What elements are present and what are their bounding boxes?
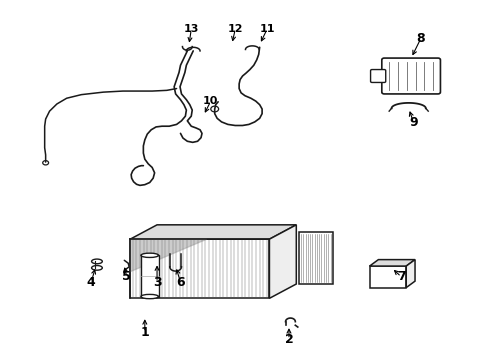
Polygon shape <box>130 239 207 272</box>
Polygon shape <box>270 225 296 298</box>
Text: 6: 6 <box>176 276 185 289</box>
Text: 13: 13 <box>184 24 199 35</box>
FancyBboxPatch shape <box>370 69 386 82</box>
Bar <box>369 266 406 288</box>
Polygon shape <box>369 260 415 266</box>
Text: 10: 10 <box>203 96 219 106</box>
Text: 3: 3 <box>153 276 161 289</box>
Text: 5: 5 <box>122 270 131 283</box>
Bar <box>299 232 333 284</box>
Text: 9: 9 <box>409 116 418 129</box>
Bar <box>130 239 270 298</box>
FancyBboxPatch shape <box>382 58 441 94</box>
Text: 4: 4 <box>87 276 96 289</box>
Text: 11: 11 <box>259 24 275 35</box>
Text: 1: 1 <box>141 326 149 339</box>
Text: 8: 8 <box>416 32 425 45</box>
Text: 7: 7 <box>397 270 406 283</box>
Ellipse shape <box>141 294 159 299</box>
Ellipse shape <box>141 253 159 257</box>
Polygon shape <box>130 225 296 239</box>
Ellipse shape <box>92 259 102 264</box>
Text: 2: 2 <box>285 333 294 346</box>
Text: 12: 12 <box>227 24 243 35</box>
Bar <box>141 255 159 297</box>
Polygon shape <box>406 260 415 288</box>
Ellipse shape <box>92 266 102 270</box>
